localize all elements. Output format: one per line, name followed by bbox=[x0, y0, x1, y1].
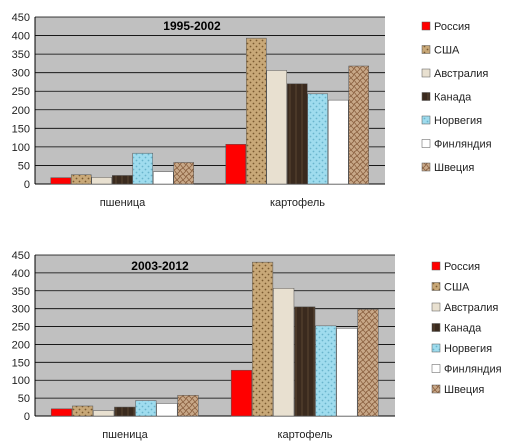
legend-label: Россия bbox=[434, 21, 470, 33]
legend-swatch bbox=[431, 343, 441, 353]
legend-swatch bbox=[421, 68, 431, 78]
y-tick-label: 450 bbox=[12, 12, 30, 24]
y-tick-label: 100 bbox=[12, 375, 30, 387]
bar-7-1 bbox=[177, 394, 199, 417]
legend-label: Россия bbox=[444, 261, 480, 273]
bar-5-2 bbox=[315, 325, 337, 417]
y-tick-label: 450 bbox=[12, 250, 30, 262]
y-tick-label: 0 bbox=[24, 411, 30, 423]
y-tick-label: 50 bbox=[18, 393, 30, 405]
legend-label: Австралия bbox=[434, 68, 488, 80]
chart-title: 2003-2012 bbox=[131, 259, 189, 273]
y-tick-label: 400 bbox=[12, 31, 30, 43]
legend-swatch bbox=[421, 115, 431, 125]
legend-swatch bbox=[431, 384, 441, 394]
legend-label: Канада bbox=[434, 92, 472, 104]
legend-swatch bbox=[421, 162, 431, 172]
legend-swatch bbox=[431, 282, 441, 291]
bar-3-2 bbox=[266, 70, 287, 185]
legend-swatch bbox=[421, 21, 431, 31]
y-tick-label: 400 bbox=[12, 268, 30, 280]
bar-1-1 bbox=[50, 177, 71, 185]
bar-4-1 bbox=[114, 406, 136, 417]
chart-1995-2002: 0 50 100 150 200 250 300 350 400 450 пшеница картоф… bbox=[12, 12, 492, 209]
bar-1-2 bbox=[225, 144, 246, 185]
y-tick-label: 150 bbox=[12, 123, 30, 135]
bar-2-2 bbox=[246, 37, 267, 185]
y-tick-label: 250 bbox=[12, 86, 30, 98]
y-tick-label: 300 bbox=[12, 68, 30, 80]
legend-swatch bbox=[431, 364, 441, 373]
y-tick-label: 300 bbox=[12, 304, 30, 316]
bar-2-1 bbox=[71, 174, 92, 185]
y-tick-label: 150 bbox=[12, 357, 30, 369]
bar-6-2 bbox=[336, 328, 358, 417]
legend-swatch bbox=[421, 92, 431, 101]
bar-3-2 bbox=[273, 288, 295, 417]
legend-swatch bbox=[431, 323, 441, 332]
y-tick-label: 350 bbox=[12, 286, 30, 298]
y-tick-label: 100 bbox=[12, 142, 30, 154]
bar-1-1 bbox=[50, 408, 73, 417]
bar-4-2 bbox=[294, 306, 316, 417]
chart-title: 1995-2002 bbox=[163, 19, 221, 33]
bar-2-1 bbox=[72, 405, 94, 417]
legend-label: Канада bbox=[444, 323, 482, 335]
category-label: пшеница bbox=[102, 429, 148, 441]
bar-4-1 bbox=[112, 175, 133, 185]
category-label: картофель bbox=[277, 429, 332, 441]
bar-4-2 bbox=[287, 83, 308, 185]
legend-swatch bbox=[431, 302, 441, 312]
y-tick-label: 200 bbox=[12, 105, 30, 117]
legend-label: Финляндия bbox=[444, 364, 502, 376]
bar-5-2 bbox=[307, 93, 328, 185]
y-tick-label: 50 bbox=[18, 160, 30, 172]
bar-2-2 bbox=[252, 261, 274, 417]
y-tick-label: 350 bbox=[12, 49, 30, 61]
legend-label: США bbox=[444, 282, 470, 294]
y-tick-label: 0 bbox=[24, 179, 30, 191]
bar-7-1 bbox=[173, 162, 194, 185]
bar-7-2 bbox=[357, 309, 379, 417]
legend-swatch bbox=[421, 45, 431, 54]
y-tick-label: 250 bbox=[12, 322, 30, 334]
bar-6-2 bbox=[328, 99, 349, 185]
legend-swatch bbox=[431, 261, 441, 271]
bar-6-1 bbox=[156, 403, 178, 417]
category-label: пшеница bbox=[100, 197, 146, 209]
bar-5-1 bbox=[135, 400, 157, 417]
legend-label: США bbox=[434, 45, 460, 57]
bar-5-1 bbox=[132, 152, 153, 185]
legend-swatch bbox=[421, 139, 431, 148]
legend-label: Швеция bbox=[434, 162, 474, 174]
bar-3-1 bbox=[93, 410, 115, 417]
bar-3-1 bbox=[91, 177, 112, 185]
legend-label: Финляндия bbox=[434, 139, 492, 151]
legend-label: Норвегия bbox=[444, 343, 492, 355]
chart-2003-2012: 0 50 100 150 200 250 300 350 400 450 пшеница картоф… bbox=[12, 250, 502, 441]
y-tick-label: 200 bbox=[12, 339, 30, 351]
legend-label: Швеция bbox=[444, 384, 484, 396]
category-label: картофель bbox=[270, 197, 325, 209]
bar-6-1 bbox=[153, 171, 174, 185]
bar-1-2 bbox=[230, 369, 253, 417]
bar-7-2 bbox=[348, 65, 369, 185]
legend-label: Норвегия bbox=[434, 115, 482, 127]
legend-label: Австралия bbox=[444, 302, 498, 314]
